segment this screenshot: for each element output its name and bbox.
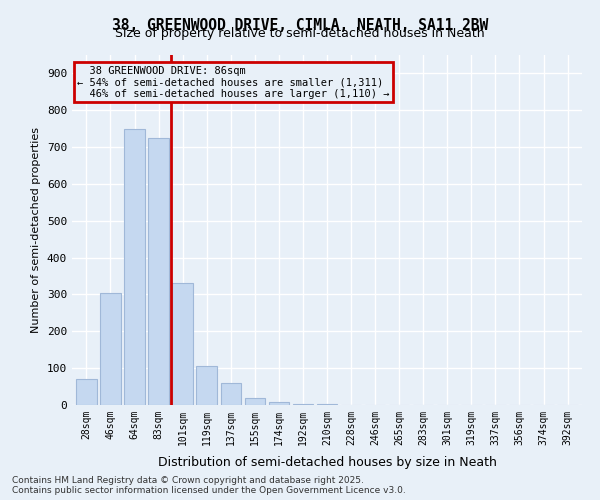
Bar [221, 383, 241, 405]
Bar [124, 128, 145, 405]
Bar [317, 404, 337, 405]
Bar [148, 138, 169, 405]
Bar [196, 366, 217, 405]
Bar [76, 379, 97, 405]
Y-axis label: Number of semi-detached properties: Number of semi-detached properties [31, 127, 41, 333]
Text: 38, GREENWOOD DRIVE, CIMLA, NEATH, SA11 2BW: 38, GREENWOOD DRIVE, CIMLA, NEATH, SA11 … [112, 18, 488, 32]
Bar [172, 284, 193, 405]
Text: Size of property relative to semi-detached houses in Neath: Size of property relative to semi-detach… [115, 28, 485, 40]
Bar [269, 402, 289, 405]
Bar [245, 398, 265, 405]
Bar [293, 404, 313, 405]
Bar [100, 292, 121, 405]
X-axis label: Distribution of semi-detached houses by size in Neath: Distribution of semi-detached houses by … [158, 456, 496, 469]
Text: Contains HM Land Registry data © Crown copyright and database right 2025.
Contai: Contains HM Land Registry data © Crown c… [12, 476, 406, 495]
Text: 38 GREENWOOD DRIVE: 86sqm
← 54% of semi-detached houses are smaller (1,311)
  46: 38 GREENWOOD DRIVE: 86sqm ← 54% of semi-… [77, 66, 389, 98]
